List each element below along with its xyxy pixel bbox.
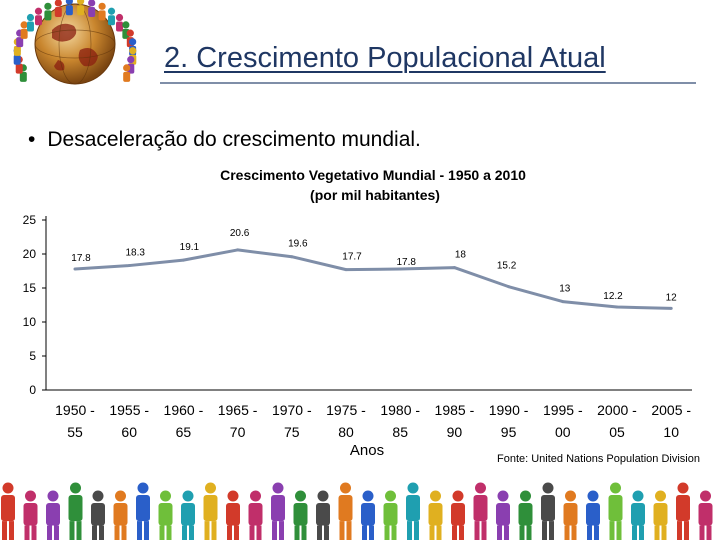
y-tick-label: 15 xyxy=(23,281,37,295)
x-tick-label-bottom: 70 xyxy=(230,424,246,440)
x-axis: 1950 - 55 1955 - 60 1960 - 65 1965 - 70 1970 - 75… xyxy=(46,389,692,440)
x-tick-label-bottom: 55 xyxy=(67,424,83,440)
source-note: Fonte: United Nations Population Divisio… xyxy=(497,453,700,465)
page-title: 2. Crescimento Populacional Atual xyxy=(164,42,606,74)
y-tick-label: 25 xyxy=(23,213,37,227)
series-polyline xyxy=(74,248,672,310)
data-point xyxy=(290,255,294,259)
globe-logo-icon xyxy=(13,0,137,85)
data-point xyxy=(615,305,619,309)
data-label: 18 xyxy=(455,250,467,261)
growth-line-chart: Crescimento Vegetativo Mundial - 1950 a … xyxy=(23,167,700,465)
x-tick-label-top: 2000 - xyxy=(597,402,637,418)
data-label: 17.8 xyxy=(71,253,91,264)
data-point xyxy=(669,306,673,310)
x-tick-label-top: 1950 - xyxy=(55,402,95,418)
x-tick-label-bottom: 65 xyxy=(176,424,192,440)
y-axis: 0 5 10 15 20 25 xyxy=(23,213,47,397)
title-divider xyxy=(160,82,696,84)
bullet-dot-icon: • xyxy=(28,128,36,151)
data-point xyxy=(561,300,565,304)
data-point xyxy=(452,266,456,270)
x-tick-label-top: 1995 - xyxy=(543,402,583,418)
data-label: 19.1 xyxy=(180,242,200,253)
bullet-text: • Desaceleração do crescimento mundial. xyxy=(28,128,421,152)
x-tick-label-bottom: 90 xyxy=(447,424,463,440)
x-tick-label-top: 1955 - xyxy=(109,402,149,418)
data-label: 17.7 xyxy=(342,252,362,263)
data-point xyxy=(344,268,348,272)
data-point xyxy=(507,285,511,289)
x-axis-label: Anos xyxy=(350,442,384,459)
data-point xyxy=(127,264,131,268)
x-tick-label-top: 1965 - xyxy=(218,402,258,418)
x-tick-label-top: 1975 - xyxy=(326,402,366,418)
data-label: 12 xyxy=(666,292,678,303)
data-label: 15.2 xyxy=(497,261,517,272)
series-line: 17.8 18.3 19.1 20.6 19.6 17.7 17.8 18 15.2 13 12.2… xyxy=(71,228,677,310)
data-label: 17.8 xyxy=(396,257,416,268)
x-tick-label-bottom: 80 xyxy=(338,424,354,440)
data-point xyxy=(73,267,77,271)
x-tick-label-bottom: 60 xyxy=(121,424,137,440)
y-tick-label: 5 xyxy=(29,349,36,363)
x-tick-label-top: 1970 - xyxy=(272,402,312,418)
bullet-label: Desaceleração do crescimento mundial. xyxy=(47,128,421,151)
x-tick-label-top: 1960 - xyxy=(164,402,204,418)
chart-title-line1: Crescimento Vegetativo Mundial - 1950 a … xyxy=(220,167,526,183)
x-tick-label-bottom: 10 xyxy=(663,424,679,440)
chart-title-line2: (por mil habitantes) xyxy=(310,187,440,203)
y-tick-label: 0 xyxy=(29,383,36,397)
data-label: 19.6 xyxy=(288,239,308,250)
data-point xyxy=(181,258,185,262)
x-tick-label-bottom: 75 xyxy=(284,424,300,440)
x-tick-label-bottom: 00 xyxy=(555,424,571,440)
x-tick-label-top: 1990 - xyxy=(489,402,529,418)
x-tick-label-top: 2005 - xyxy=(651,402,691,418)
data-label: 13 xyxy=(559,284,571,295)
data-label: 18.3 xyxy=(125,248,145,259)
y-tick-label: 20 xyxy=(23,247,37,261)
x-tick-label-top: 1985 - xyxy=(435,402,475,418)
people-figures-icon xyxy=(1,482,713,540)
data-point xyxy=(398,267,402,271)
x-tick-label-bottom: 85 xyxy=(392,424,408,440)
data-point xyxy=(236,248,240,252)
x-tick-label-top: 1980 - xyxy=(380,402,420,418)
y-tick-label: 10 xyxy=(23,315,37,329)
x-tick-label-bottom: 05 xyxy=(609,424,625,440)
data-label: 20.6 xyxy=(230,228,250,239)
data-label: 12.2 xyxy=(603,291,623,302)
x-tick-label-bottom: 95 xyxy=(501,424,517,440)
